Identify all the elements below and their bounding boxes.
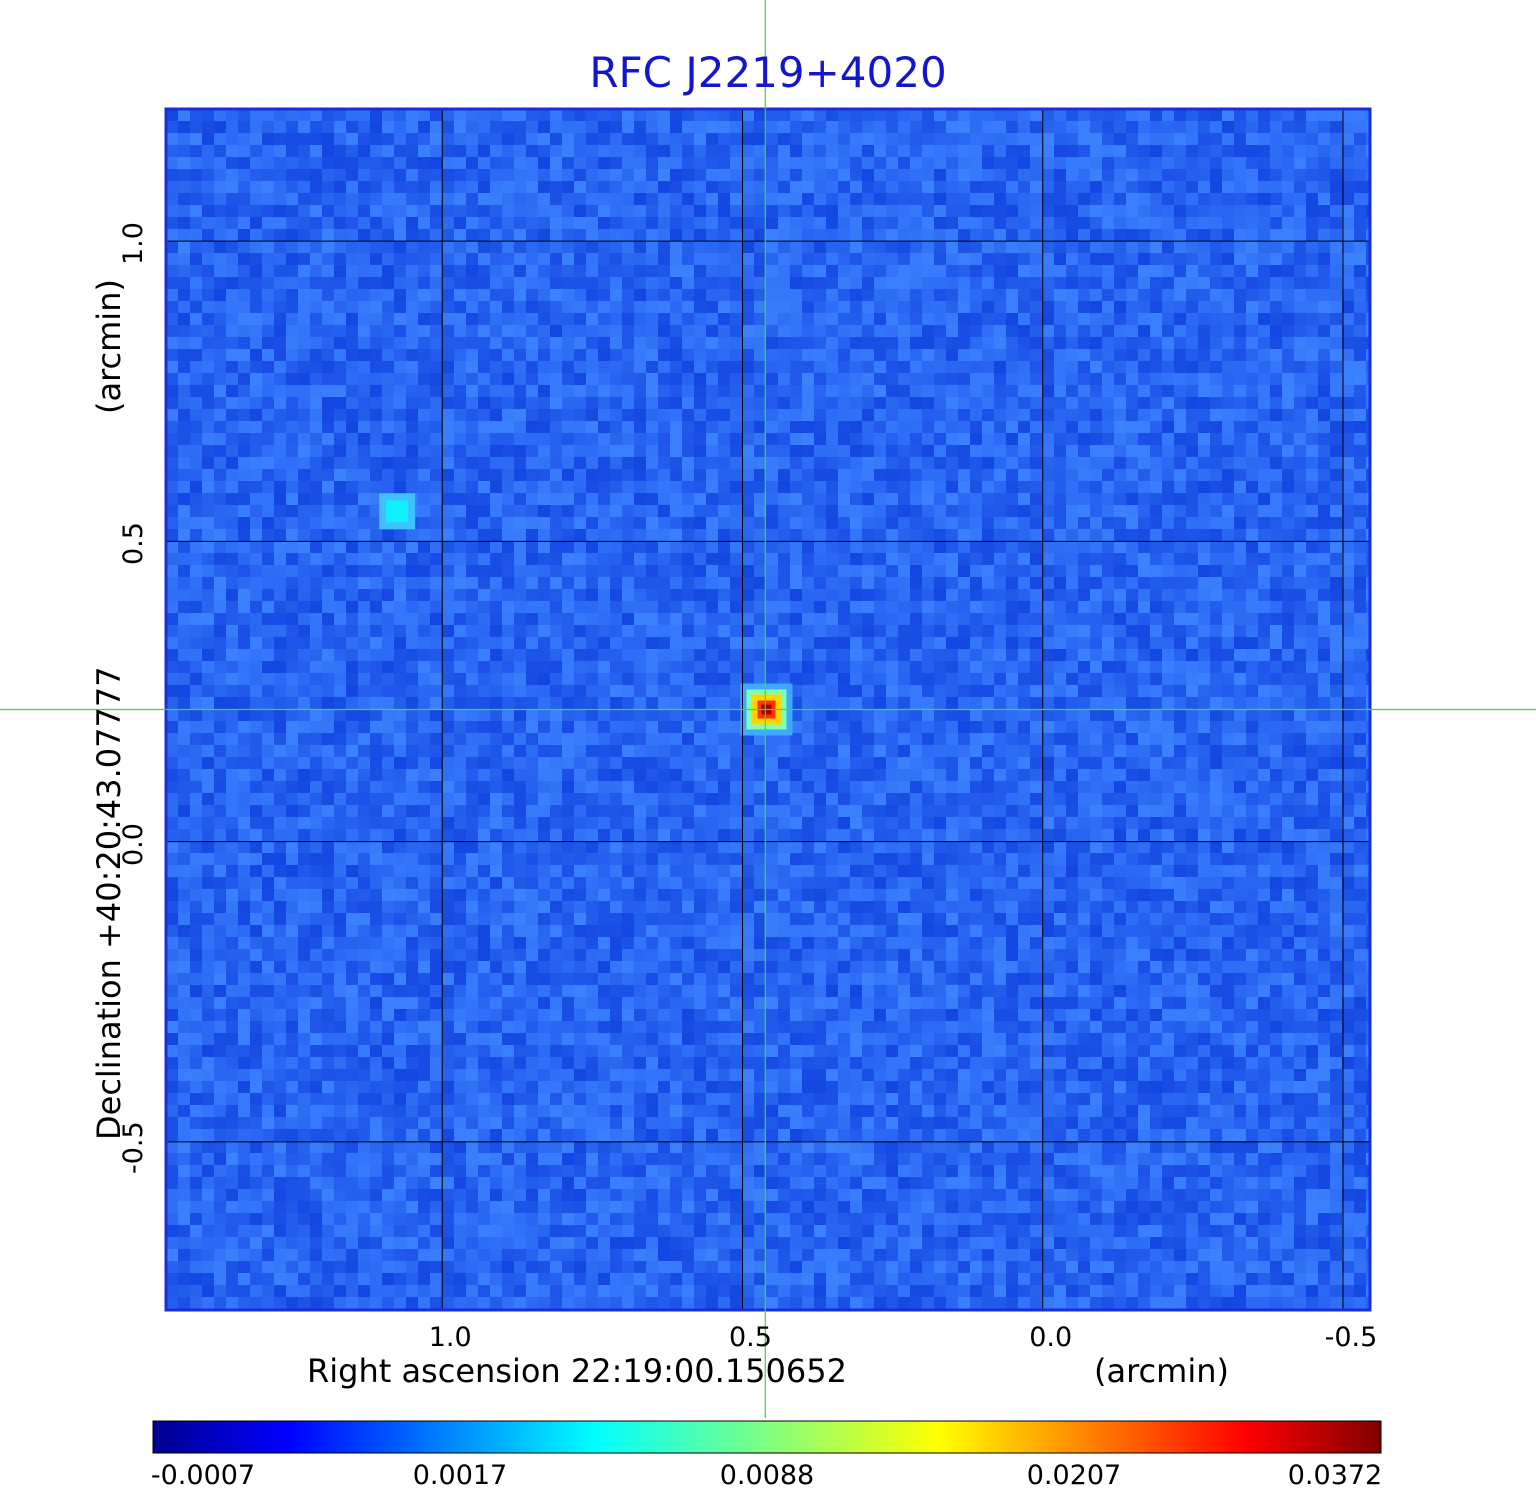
x-tick-label: 0.5: [728, 1322, 772, 1353]
x-tick-label: -0.5: [1324, 1322, 1378, 1353]
x-tick-label: 1.0: [428, 1322, 472, 1353]
x-axis-label: Right ascension 22:19:00.150652: [307, 1352, 847, 1390]
colorbar-tick-label: 0.0372: [1287, 1460, 1383, 1491]
y-tick-label: 1.0: [118, 222, 149, 266]
chart-title: RFC J2219+4020: [589, 48, 947, 97]
x-axis-unit: (arcmin): [1094, 1352, 1229, 1390]
colorbar-tick-label: 0.0207: [1026, 1460, 1122, 1491]
colorbar-tick-label: 0.0017: [412, 1460, 508, 1491]
y-tick-label: 0.5: [118, 522, 149, 566]
heatmap-image: [166, 109, 1370, 1310]
crosshair: [0, 0, 1536, 1418]
y-axis-label: Declination +40:20:43.07777: [90, 666, 128, 1140]
colorbar-tick-label: 0.0088: [719, 1460, 815, 1491]
y-axis-unit: (arcmin): [90, 279, 128, 414]
colorbar: [152, 1420, 1382, 1454]
x-tick-label: 0.0: [1029, 1322, 1073, 1353]
colorbar-tick-label: -0.0007: [150, 1460, 256, 1491]
